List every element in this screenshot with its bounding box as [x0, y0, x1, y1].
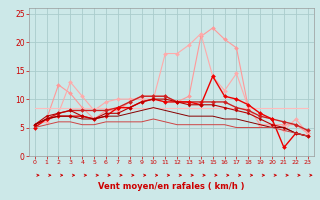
- X-axis label: Vent moyen/en rafales ( km/h ): Vent moyen/en rafales ( km/h ): [98, 182, 244, 191]
